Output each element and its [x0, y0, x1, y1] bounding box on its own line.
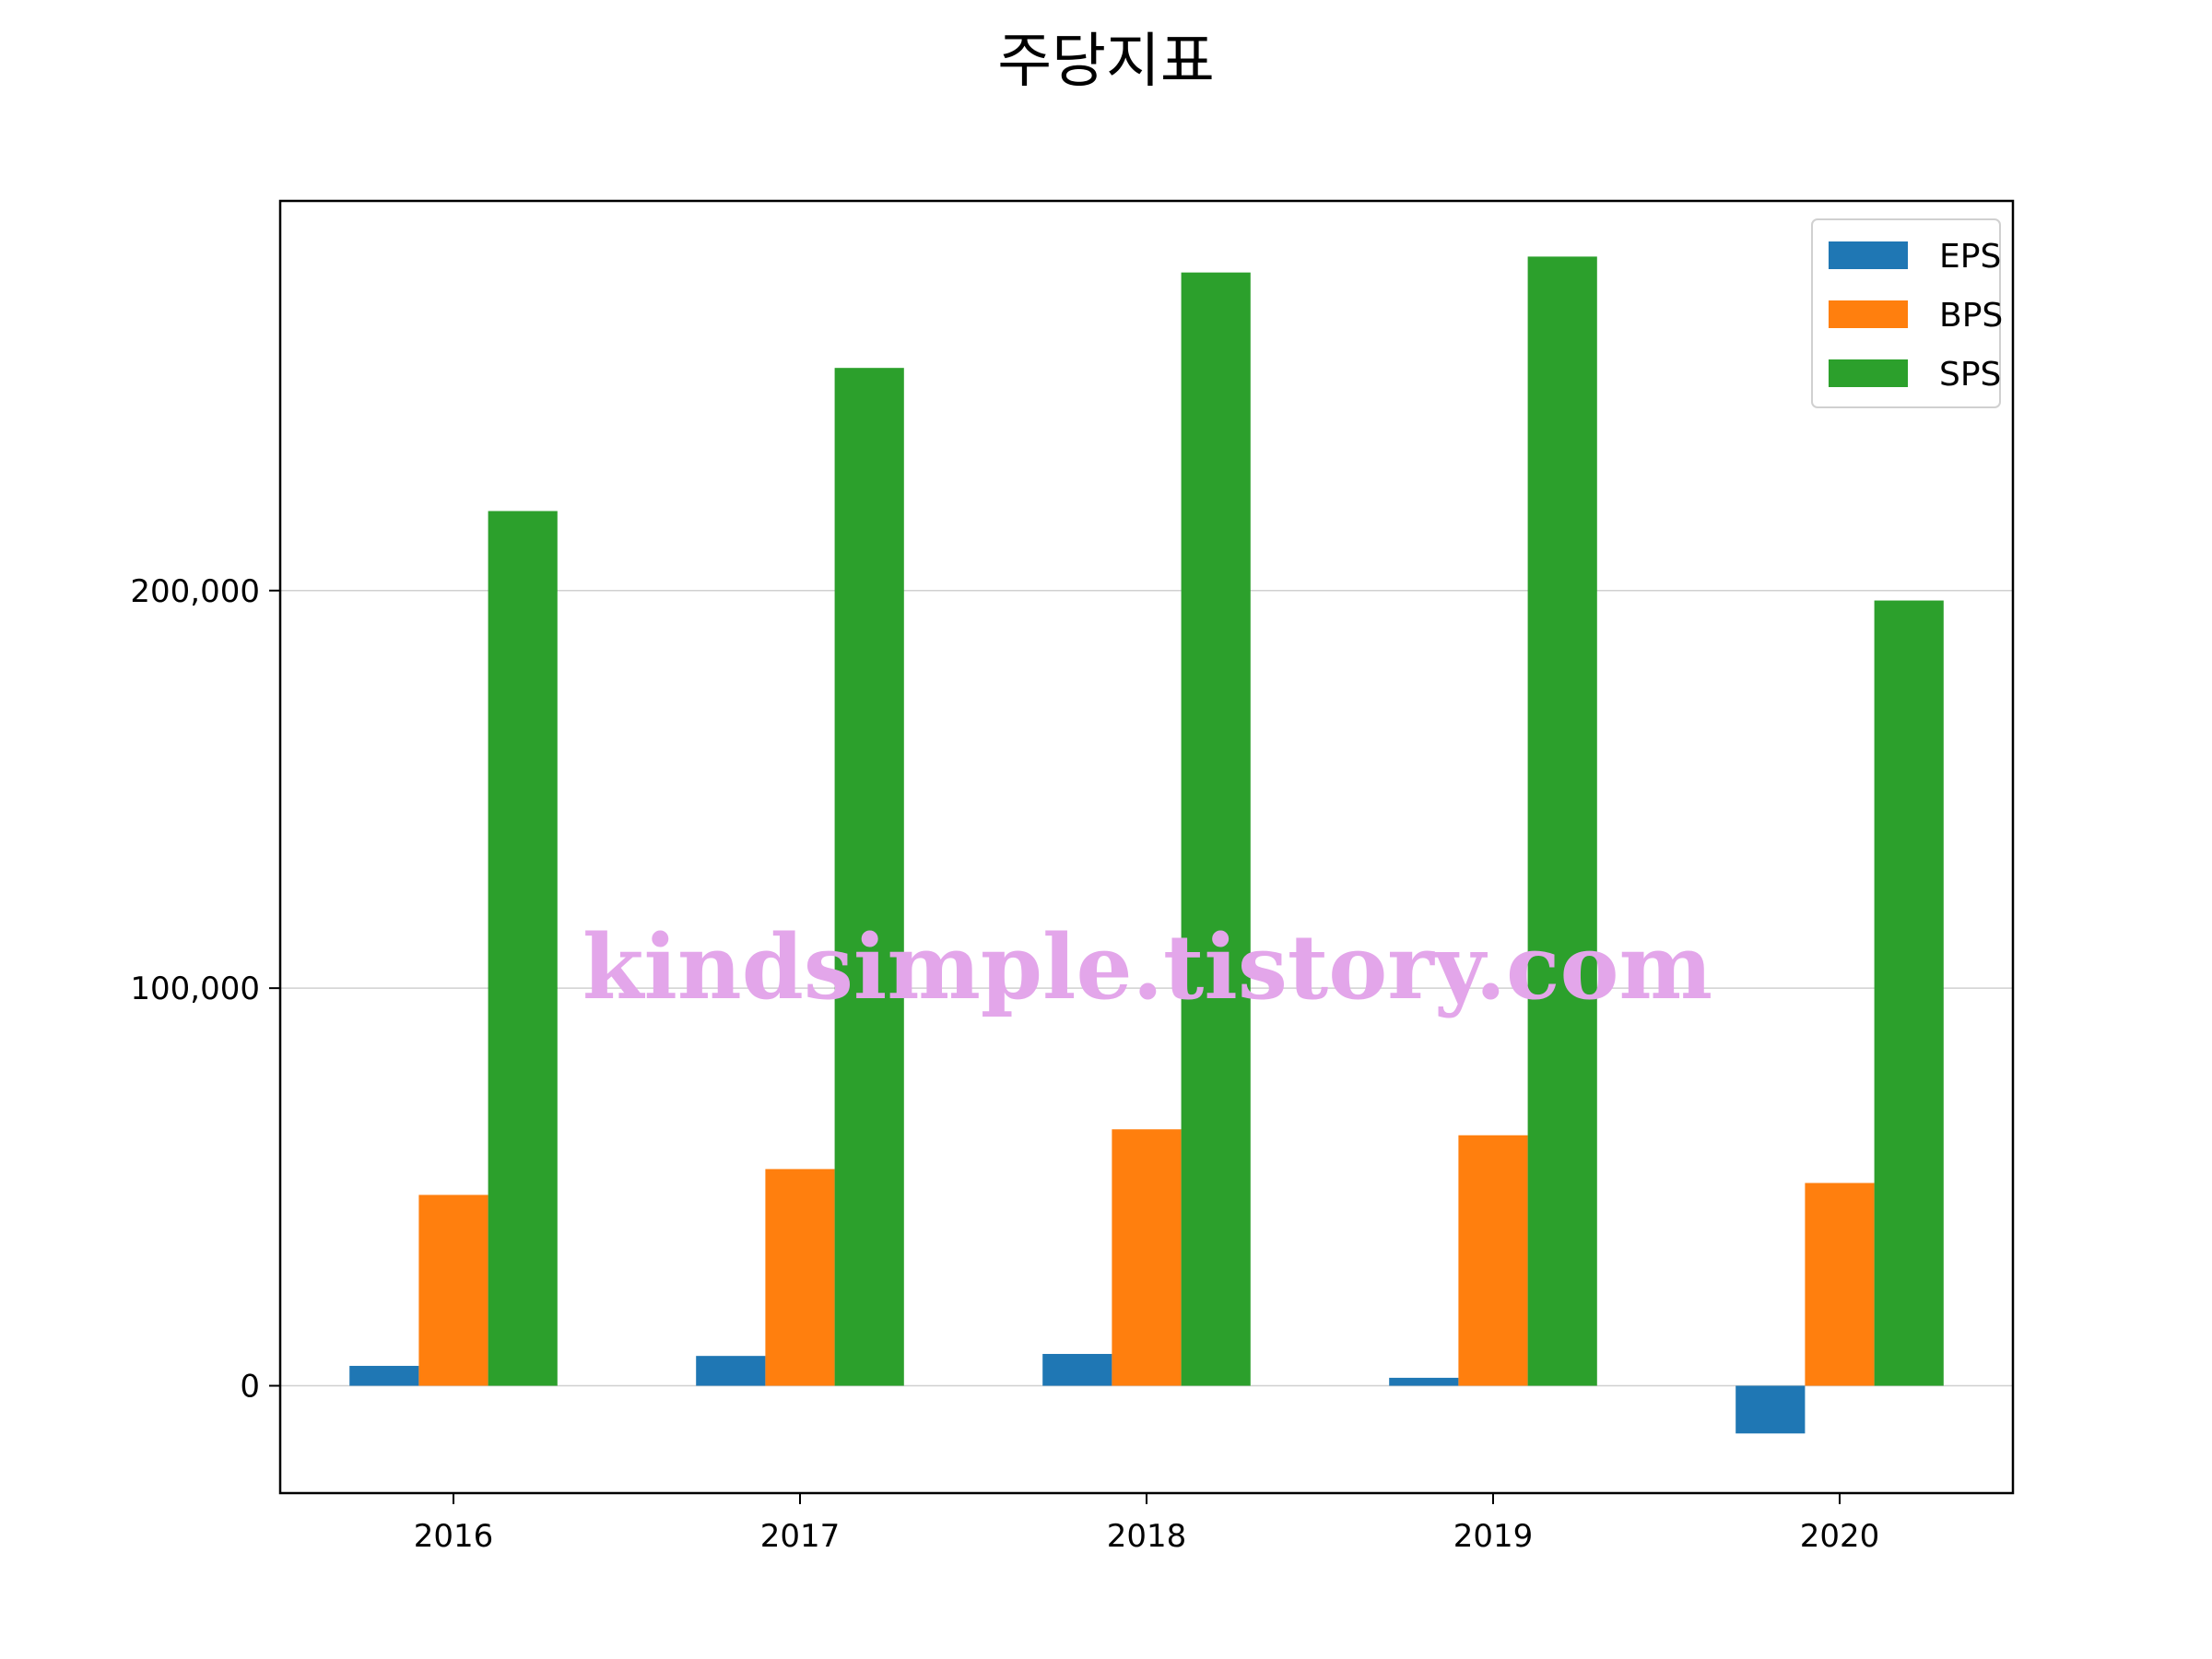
bar-eps-2016: [349, 1365, 419, 1386]
watermark: kindsimple.tistory.com: [582, 915, 1712, 1019]
bar-sps-2019: [1527, 256, 1597, 1386]
bar-sps-2016: [488, 511, 558, 1386]
legend-label-bps: BPS: [1939, 297, 2003, 335]
bar-bps-2017: [765, 1169, 835, 1386]
bar-sps-2020: [1874, 600, 1944, 1386]
y-tick-label: 0: [240, 1369, 260, 1406]
bar-sps-2017: [834, 368, 904, 1386]
bar-bps-2020: [1805, 1182, 1875, 1386]
x-tick-label: 2019: [1453, 1518, 1534, 1555]
x-tick-label: 2020: [1800, 1518, 1880, 1555]
legend-label-eps: EPS: [1939, 238, 2001, 276]
chart-title: 주당지표: [997, 28, 1215, 96]
legend-label-sps: SPS: [1939, 356, 2001, 394]
bar-bps-2018: [1112, 1129, 1182, 1386]
y-tick-label: 200,000: [130, 573, 260, 610]
x-tick-label: 2018: [1107, 1518, 1187, 1555]
bar-eps-2019: [1389, 1377, 1459, 1386]
legend: EPS BPS SPS: [1811, 218, 2003, 408]
y-tick-label: 100,000: [130, 971, 260, 1007]
x-tick-label: 2017: [760, 1518, 841, 1555]
bar-eps-2020: [1735, 1385, 1806, 1434]
legend-swatch-sps: [1829, 359, 1908, 387]
bar-bps-2016: [418, 1194, 488, 1386]
axis-layer: 0 100,000 200,000 2016 2017 2018 2019 2020: [130, 573, 1879, 1555]
bar-bps-2019: [1458, 1135, 1528, 1386]
bar-sps-2018: [1181, 272, 1251, 1386]
legend-swatch-eps: [1829, 241, 1908, 269]
legend-swatch-bps: [1829, 300, 1908, 328]
bar-eps-2018: [1042, 1354, 1112, 1386]
x-tick-label: 2016: [414, 1518, 494, 1555]
bar-eps-2017: [696, 1356, 766, 1386]
bars-layer: [349, 256, 1944, 1434]
